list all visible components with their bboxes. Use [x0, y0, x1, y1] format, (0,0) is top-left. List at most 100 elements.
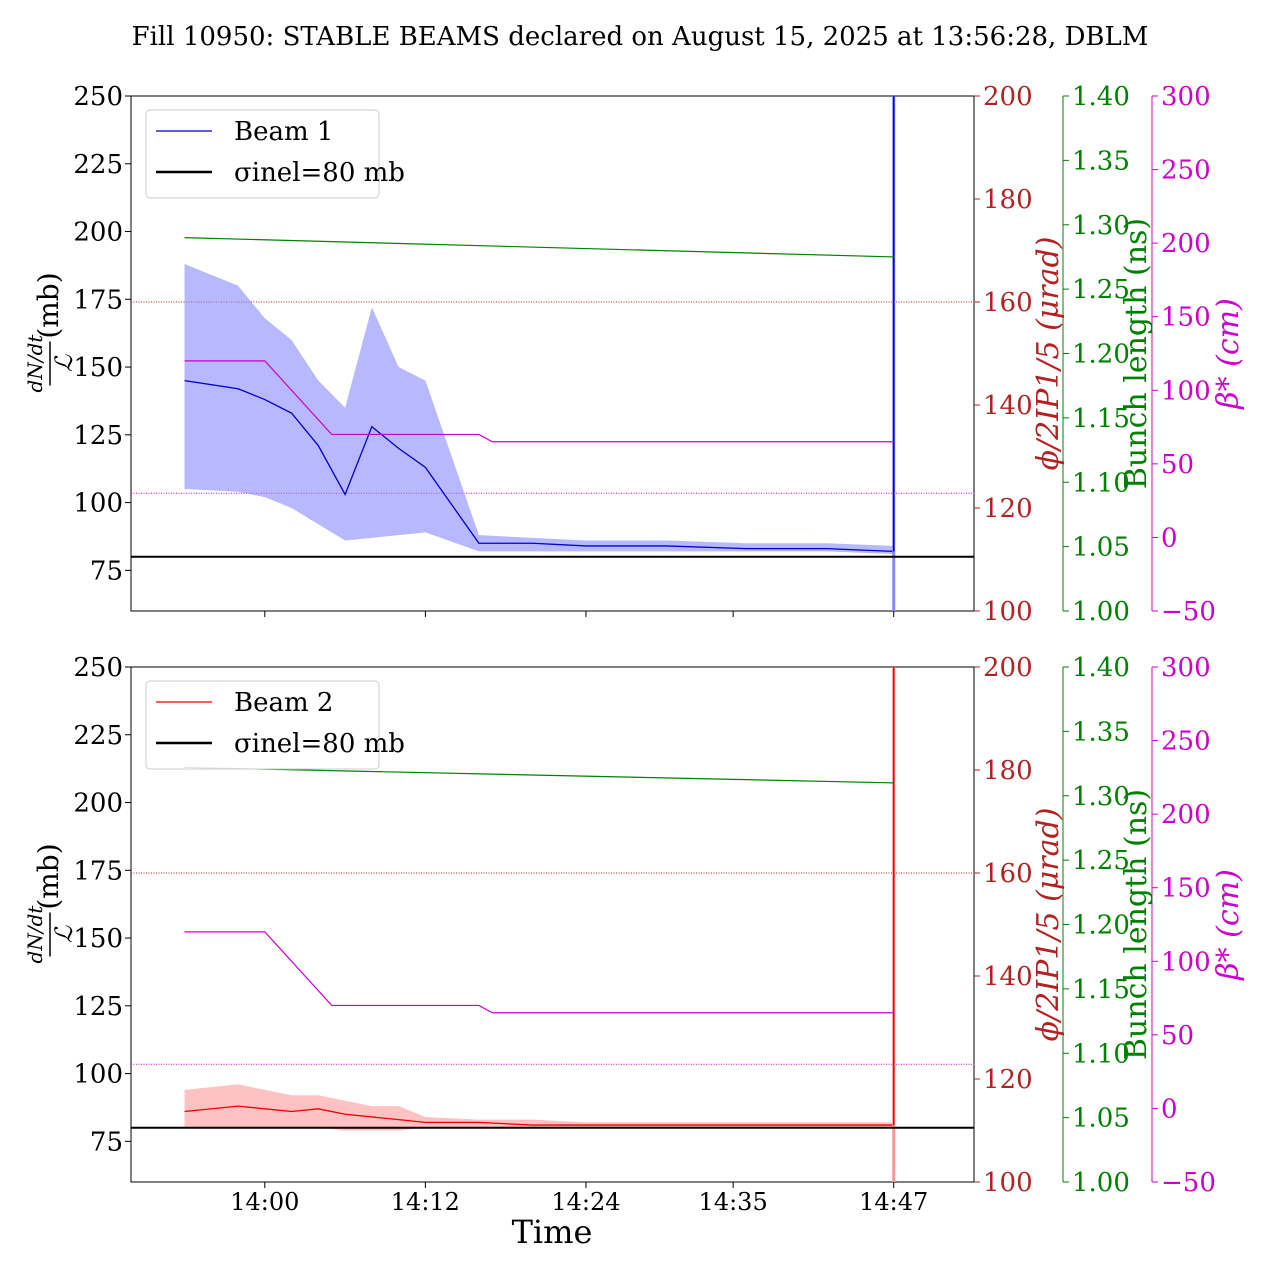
right-tick-label: 150 — [1161, 874, 1211, 904]
y-tick-label: 250 — [73, 653, 123, 683]
right-tick-label: 160 — [983, 859, 1033, 889]
beam-spread-band — [184, 1084, 894, 1131]
right-tick-label: 120 — [983, 1065, 1033, 1095]
right-axis-label: ϕ/2IP1/5 (μrad) — [1031, 808, 1066, 1042]
svg-text:ℒ: ℒ — [50, 354, 78, 372]
right-tick-label: 1.25 — [1072, 846, 1130, 876]
x-tick-label: 14:12 — [391, 1188, 460, 1216]
right-tick-label: 140 — [983, 391, 1033, 421]
right-tick-label: 150 — [1161, 303, 1211, 333]
x-axis-label: Time — [512, 1213, 593, 1251]
right-tick-label: 1.05 — [1072, 1104, 1130, 1134]
right-tick-label: 1.20 — [1072, 911, 1130, 941]
right-tick-label: 1.10 — [1072, 1039, 1130, 1069]
right-tick-label: 300 — [1161, 653, 1211, 683]
x-tick-label: 14:35 — [699, 1188, 768, 1216]
right-tick-label: 200 — [1161, 800, 1211, 830]
svg-text:dN/dt: dN/dt — [23, 905, 47, 964]
right-tick-label: 0 — [1161, 523, 1178, 553]
right-tick-label: 1.10 — [1072, 468, 1130, 498]
right-tick-label: 250 — [1161, 727, 1211, 757]
legend-box — [145, 109, 380, 199]
right-axis-1: 1.00 1.05 1.10 1.15 1.20 1.25 1.30 1.35 1.40 — [1062, 82, 1130, 627]
right-tick-label: 250 — [1161, 156, 1211, 186]
right-tick-label: 200 — [983, 653, 1033, 683]
right-tick-label: 0 — [1161, 1094, 1178, 1124]
x-tick-label: 14:00 — [230, 1188, 299, 1216]
right-tick-label: 120 — [983, 494, 1033, 524]
right-tick-label: 1.30 — [1072, 211, 1130, 241]
right-axis-2: −50 0 50 100 150 200 250 300 — [1151, 82, 1216, 627]
right-tick-label: 1.00 — [1072, 1168, 1130, 1198]
beam-mean-line — [184, 1105, 894, 1126]
legend-label: Beam 2 — [234, 688, 333, 718]
bunch-length-line — [184, 766, 894, 784]
y-tick-label: 150 — [73, 353, 123, 383]
x-tick-label: 14:47 — [859, 1188, 928, 1216]
y-tick-label: 75 — [90, 1127, 123, 1157]
right-axis-2: −50 0 50 100 150 200 250 300 — [1151, 653, 1216, 1198]
legend: Beam 1 σinel=80 mb — [145, 109, 405, 199]
right-tick-label: 160 — [983, 288, 1033, 318]
right-tick-label: 100 — [983, 597, 1033, 627]
right-tick-label: 50 — [1161, 450, 1194, 480]
y-tick-label: 225 — [73, 721, 123, 751]
right-tick-label: 1.05 — [1072, 533, 1130, 563]
panel-beam2: 75 100 125 150 175 200 225 250 100 120 140 160 180 20… — [23, 653, 1246, 1216]
legend: Beam 2 σinel=80 mb — [145, 680, 405, 770]
right-tick-label: 300 — [1161, 82, 1211, 112]
right-tick-label: 50 — [1161, 1021, 1194, 1051]
y-axis-label: dN/dt ℒ (mb) — [23, 272, 78, 392]
chart-title: Fill 10950: STABLE BEAMS declared on Aug… — [132, 22, 1149, 52]
legend-box — [145, 680, 380, 770]
x-tick-label: 14:24 — [551, 1188, 620, 1216]
right-tick-label: 100 — [1161, 947, 1211, 977]
y-tick-label: 225 — [73, 150, 123, 180]
right-tick-label: 1.35 — [1072, 146, 1130, 176]
y-tick-label: 125 — [73, 992, 123, 1022]
y-tick-label: 125 — [73, 421, 123, 451]
panel-beam1: 75 100 125 150 175 200 225 250 100 120 140 160 180 20… — [23, 82, 1246, 627]
bunch-length-line — [184, 237, 894, 258]
right-tick-label: 1.40 — [1072, 82, 1130, 112]
y-tick-label: 175 — [73, 856, 123, 886]
right-tick-label: 1.25 — [1072, 275, 1130, 305]
legend-label: Beam 1 — [234, 117, 333, 147]
y-tick-label: 100 — [73, 489, 123, 519]
right-tick-label: 200 — [1161, 229, 1211, 259]
right-tick-label: −50 — [1161, 1168, 1216, 1198]
right-tick-label: 200 — [983, 82, 1033, 112]
right-tick-label: 1.00 — [1072, 597, 1130, 627]
right-tick-label: 1.20 — [1072, 340, 1130, 370]
y-axis-label: dN/dt ℒ (mb) — [23, 843, 78, 963]
right-tick-label: 100 — [1161, 376, 1211, 406]
y-tick-label: 175 — [73, 285, 123, 315]
y-tick-label: 100 — [73, 1060, 123, 1090]
right-tick-label: 100 — [983, 1168, 1033, 1198]
beam-spread-band — [184, 264, 894, 555]
right-axis-label: Bunch length (ns) — [1119, 218, 1154, 489]
y-tick-label: 75 — [90, 556, 123, 586]
svg-text:(mb): (mb) — [32, 272, 65, 338]
right-tick-label: 180 — [983, 185, 1033, 215]
right-axis-1: 1.00 1.05 1.10 1.15 1.20 1.25 1.30 1.35 1.40 — [1062, 653, 1130, 1198]
right-axis-label: Bunch length (ns) — [1119, 789, 1154, 1060]
right-tick-label: 1.15 — [1072, 404, 1130, 434]
svg-text:ℒ: ℒ — [50, 925, 78, 943]
right-tick-label: −50 — [1161, 597, 1216, 627]
right-axis-0: 100 120 140 160 180 200 — [973, 653, 1033, 1198]
beam-mean-line — [184, 379, 894, 553]
right-tick-label: 1.40 — [1072, 653, 1130, 683]
right-tick-label: 180 — [983, 756, 1033, 786]
svg-text:(mb): (mb) — [32, 843, 65, 909]
right-axis-0: 100 120 140 160 180 200 — [973, 82, 1033, 627]
right-axis-label: β* (cm) — [1211, 298, 1246, 410]
right-tick-label: 1.15 — [1072, 975, 1130, 1005]
right-axis-label: ϕ/2IP1/5 (μrad) — [1031, 237, 1066, 471]
y-tick-label: 200 — [73, 218, 123, 248]
right-tick-label: 1.30 — [1072, 782, 1130, 812]
y-tick-label: 200 — [73, 789, 123, 819]
right-axis-label: β* (cm) — [1211, 869, 1246, 981]
y-tick-label: 150 — [73, 924, 123, 954]
